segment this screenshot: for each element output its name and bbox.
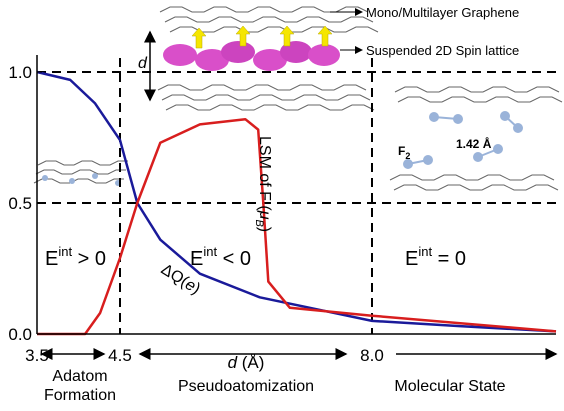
x-tick-label: 3.5 <box>25 346 49 365</box>
data-line <box>36 70 557 333</box>
x-label-rest: (Å) <box>237 353 264 372</box>
bond-label: 1.42 Å <box>456 136 492 151</box>
d-label: d <box>138 55 148 72</box>
plot-area <box>36 58 557 336</box>
f2-label: F2 <box>398 144 410 161</box>
energy-sup: int <box>203 244 217 259</box>
inset-label: Suspended 2D Spin lattice <box>366 43 519 58</box>
x-tick-label: 4.5 <box>108 346 132 365</box>
energy-rest: > 0 <box>72 248 106 270</box>
energy-sup: int <box>58 244 72 259</box>
region-name: Formation <box>44 387 116 404</box>
region-energy-label: Eint < 0 <box>190 244 251 270</box>
region-energy-label: Eint = 0 <box>405 244 466 270</box>
region-name: Molecular State <box>394 378 505 395</box>
f2-base: F <box>398 144 405 158</box>
energy-base: E <box>190 248 203 270</box>
energy-sup: int <box>418 244 432 259</box>
y-tick-label: 1.0 <box>8 63 32 82</box>
inset-graphene-top <box>159 6 379 33</box>
inset-label: Mono/Multilayer Graphene <box>366 5 519 20</box>
inset-molecular <box>389 86 563 191</box>
region-energy-label: Eint > 0 <box>45 244 106 270</box>
energy-base: E <box>45 248 58 270</box>
energy-base: E <box>405 248 418 270</box>
lsm-symbol: μ <box>256 210 273 220</box>
f2-sub: 2 <box>405 151 410 161</box>
y-tick-label: 0.5 <box>8 194 32 213</box>
y-tick-label: 0.0 <box>8 325 32 344</box>
inset-adatom <box>33 160 128 186</box>
x-tick-label: 8.0 <box>360 346 384 365</box>
lsm-close: ) <box>256 227 273 232</box>
x-label-italic: d <box>228 353 238 372</box>
energy-rest: = 0 <box>432 248 466 270</box>
data-line <box>37 117 557 336</box>
region-name: Pseudoatomization <box>178 378 314 395</box>
lsm-text: LSM of F ( <box>256 136 273 211</box>
inset-spin-lattice <box>163 25 340 71</box>
lsm-sub: B <box>253 219 265 226</box>
energy-rest: < 0 <box>217 248 251 270</box>
x-axis-label: d (Å) <box>228 353 265 372</box>
region-name: Adatom <box>52 368 107 385</box>
inset-graphene-bottom <box>157 84 375 111</box>
lsm-label: LSM of F (μB) <box>253 136 273 232</box>
